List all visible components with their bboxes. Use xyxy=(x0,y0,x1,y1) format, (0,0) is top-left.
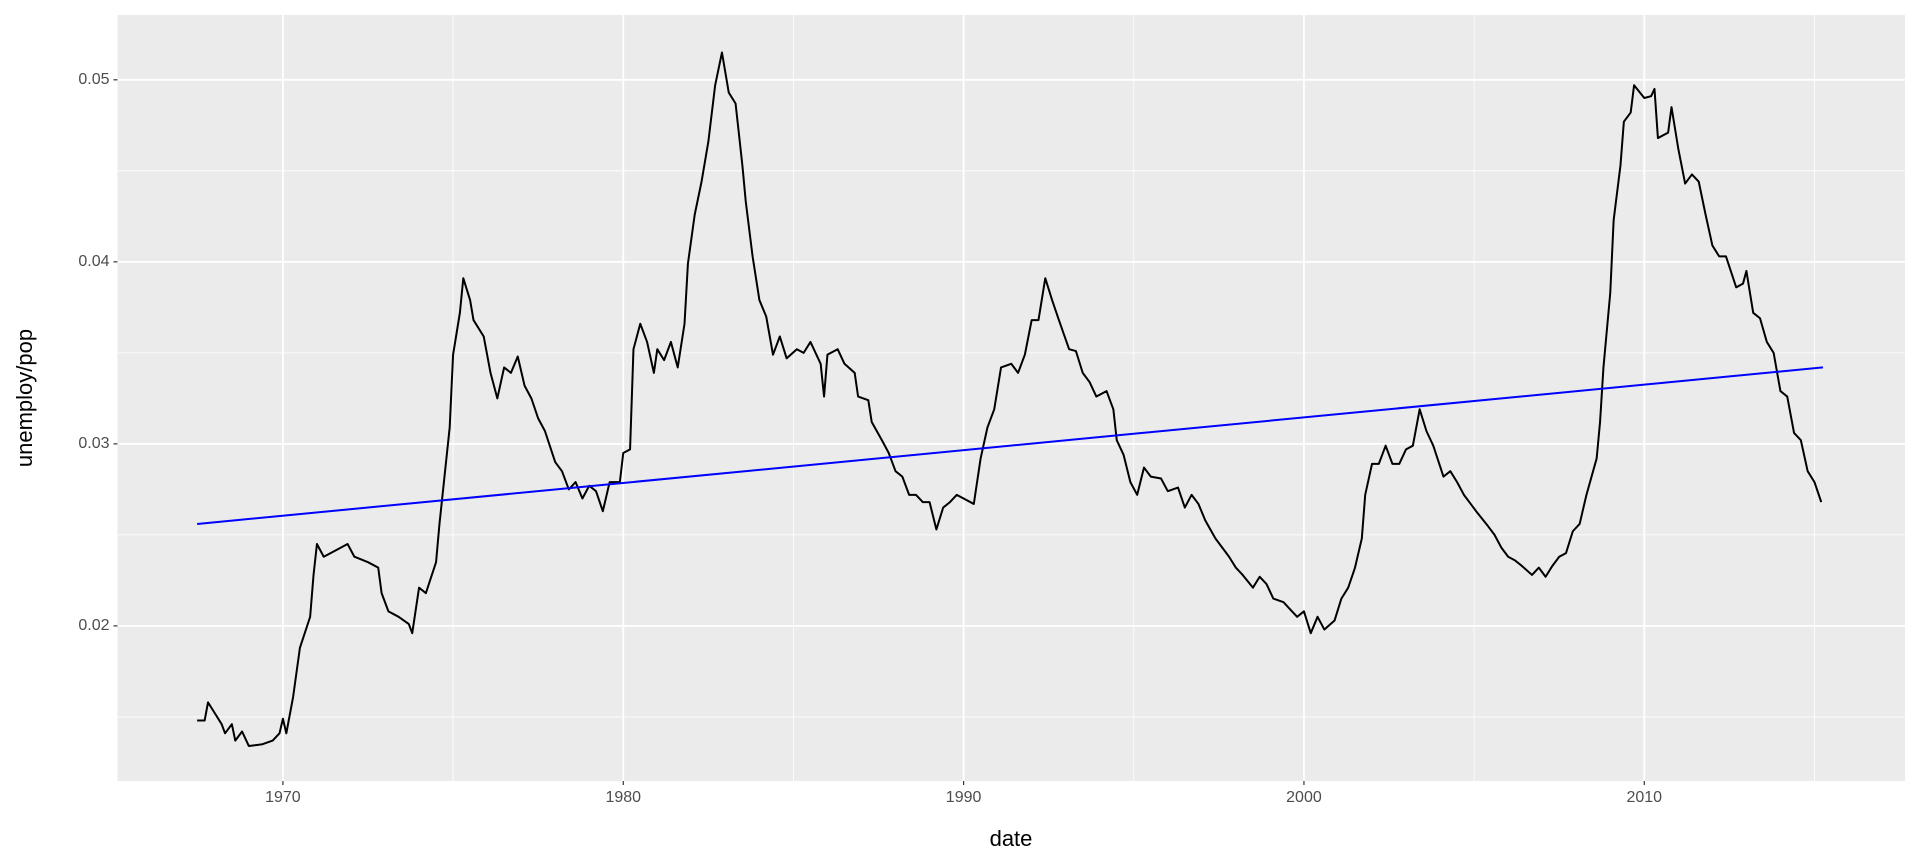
grid xyxy=(112,15,1905,781)
x-tick-label: 1970 xyxy=(265,789,301,806)
y-tick-label: 0.05 xyxy=(78,71,109,88)
x-axis-title: date xyxy=(990,826,1033,851)
y-axis-title: unemploy/pop xyxy=(12,329,37,467)
x-tick-label: 1990 xyxy=(946,789,982,806)
y-tick-label: 0.04 xyxy=(78,253,109,270)
x-tick-label: 1980 xyxy=(605,789,641,806)
y-tick-label: 0.02 xyxy=(78,617,109,634)
x-tick-label: 2010 xyxy=(1626,789,1662,806)
marks xyxy=(197,51,1824,748)
y-tick-label: 0.03 xyxy=(78,435,109,452)
line xyxy=(197,366,1824,525)
panel xyxy=(117,15,1905,781)
x-tick-label: 2000 xyxy=(1286,789,1322,806)
line xyxy=(197,51,1823,748)
